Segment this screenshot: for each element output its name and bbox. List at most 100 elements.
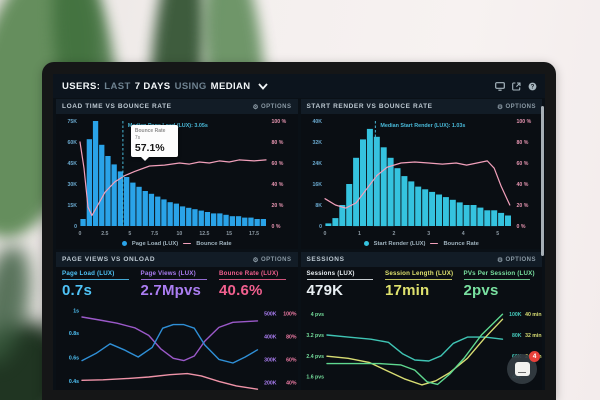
svg-text:20 %: 20 % (516, 203, 528, 209)
panel-start-render-vs-bounce-rate: START RENDER VS BOUNCE RATE ⚙ OPTIONS 40… (300, 99, 543, 249)
metric-label: Page Load (LUX) (62, 270, 115, 277)
svg-text:8K: 8K (315, 203, 322, 209)
svg-text:40 min: 40 min (525, 312, 541, 318)
gear-icon: ⚙ (497, 256, 504, 264)
svg-text:100K: 100K (509, 312, 522, 318)
svg-text:15K: 15K (67, 203, 77, 209)
svg-text:Median Start Render (LUX): 1.0: Median Start Render (LUX): 1.03s (380, 123, 465, 129)
svg-text:4 pvs: 4 pvs (310, 312, 323, 318)
metric-label: Page Views (LUX) (140, 270, 196, 277)
svg-text:0 %: 0 % (272, 224, 281, 230)
title-stat: MEDIAN (210, 80, 251, 92)
svg-text:5: 5 (128, 231, 131, 237)
panel-header: PAGE VIEWS VS ONLOAD ⚙ OPTIONS (56, 252, 298, 267)
svg-text:60K: 60K (67, 140, 77, 146)
svg-text:3: 3 (427, 231, 430, 237)
panel-header: START RENDER VS BOUNCE RATE ⚙ OPTIONS (300, 99, 542, 114)
svg-text:45K: 45K (67, 161, 77, 167)
svg-text:10: 10 (177, 231, 183, 237)
scrollbar[interactable] (541, 106, 544, 256)
svg-text:0.4s: 0.4s (69, 379, 79, 385)
gear-icon: ⚙ (252, 256, 259, 264)
chat-notification-badge: 4 (529, 351, 540, 362)
svg-text:16K: 16K (312, 182, 322, 188)
options-button[interactable]: ⚙ OPTIONS (497, 103, 536, 111)
legend-line-icon (430, 242, 439, 245)
panel-grid: LOAD TIME VS BOUNCE RATE ⚙ OPTIONS Bounc… (53, 98, 545, 390)
svg-text:?: ? (531, 84, 535, 90)
panel-title: LOAD TIME VS BOUNCE RATE (62, 103, 172, 110)
panel-page-views-vs-onload: PAGE VIEWS VS ONLOAD ⚙ OPTIONS Page Load… (56, 252, 298, 390)
metric-row: Sessions (LUX) 479K Session Length (LUX)… (301, 267, 543, 305)
panel-load-time-vs-bounce-rate: LOAD TIME VS BOUNCE RATE ⚙ OPTIONS Bounc… (56, 99, 298, 249)
start-render-chart-plot[interactable]: 40K 32K 24K 16K 8K 0 100 % 80 % 60 % 40 % 20 % 0 % 0… (301, 114, 543, 238)
svg-text:4: 4 (461, 231, 464, 237)
svg-text:1s: 1s (73, 309, 79, 315)
svg-text:3.2 pvs: 3.2 pvs (306, 333, 324, 339)
svg-text:100 %: 100 % (272, 119, 287, 125)
svg-text:2: 2 (392, 231, 395, 237)
title-using: USING (174, 80, 207, 92)
svg-text:0.8s: 0.8s (69, 331, 79, 337)
metric-underline (140, 278, 208, 280)
options-button[interactable]: ⚙ OPTIONS (252, 256, 292, 264)
svg-text:24K: 24K (312, 161, 322, 167)
metric-label: Session Length (LUX) (385, 270, 454, 277)
median-dropdown[interactable]: USERS: LAST 7 DAYS USING MEDIAN (62, 81, 268, 92)
svg-text:7.5: 7.5 (151, 231, 158, 237)
svg-text:0: 0 (323, 231, 326, 237)
svg-text:32K: 32K (312, 140, 322, 146)
metric-page-load: Page Load (LUX) 0.7s (62, 270, 135, 303)
metric-label: Bounce Rate (LUX) (219, 270, 279, 277)
help-icon[interactable]: ? (528, 82, 537, 91)
tooltip-series: Bounce Rate (134, 128, 166, 135)
svg-text:2.4 pvs: 2.4 pvs (306, 354, 324, 360)
svg-text:1.6 pvs: 1.6 pvs (306, 375, 324, 381)
options-button[interactable]: ⚙ OPTIONS (497, 256, 536, 264)
panel-sessions: SESSIONS ⚙ OPTIONS Sessions (LUX) 479K (300, 252, 543, 390)
legend-bars-label: Page Load (LUX) (131, 240, 179, 247)
metric-label: PVs Per Session (LUX) (463, 270, 535, 277)
svg-text:15: 15 (226, 231, 232, 237)
panel-title: PAGE VIEWS VS ONLOAD (62, 256, 156, 263)
svg-text:400K: 400K (264, 334, 277, 340)
sessions-chart-plot[interactable]: 4 pvs 3.2 pvs 2.4 pvs 1.6 pvs 100K 40 min 80K 3… (301, 305, 543, 390)
metric-value: 2pvs (463, 282, 499, 299)
legend-line-label: Bounce Rate (443, 240, 479, 247)
tooltip-value: 57.1% (134, 142, 165, 155)
metric-underline (62, 278, 129, 280)
title-users: USERS: (62, 80, 101, 92)
share-icon[interactable] (512, 81, 521, 91)
svg-text:100 %: 100 % (516, 119, 531, 125)
metric-value: 17min (385, 282, 430, 299)
display-icon[interactable] (495, 81, 505, 91)
dashboard-screen: USERS: LAST 7 DAYS USING MEDIAN (53, 74, 545, 390)
metric-underline (385, 278, 452, 280)
svg-text:0: 0 (74, 224, 77, 230)
page-views-chart-plot[interactable]: 1s 0.8s 0.6s 0.4s 500K 100% 400K 80% 300K 60% 200K… (56, 305, 298, 390)
svg-text:80%: 80% (286, 334, 297, 340)
title-range: 7 DAYS (134, 80, 171, 92)
svg-text:0.6s: 0.6s (69, 355, 79, 361)
load-time-chart-plot[interactable]: Bounce Rate 7s 57.1% 75K 60K 45K 30K 15K 0 100… (56, 114, 298, 238)
svg-text:80 %: 80 % (516, 140, 528, 146)
chart-legend: Start Render (LUX) Bounce Rate (301, 238, 543, 249)
svg-text:0: 0 (79, 231, 82, 237)
metric-underline (306, 278, 374, 280)
svg-text:40 %: 40 % (516, 182, 528, 188)
svg-text:40 %: 40 % (272, 182, 284, 188)
metric-bounce-rate: Bounce Rate (LUX) 40.6% (219, 270, 292, 303)
header-toolbar: ? (495, 81, 537, 91)
svg-text:300K: 300K (264, 358, 277, 364)
options-button[interactable]: ⚙ OPTIONS (252, 103, 292, 111)
chat-widget-button[interactable]: 4 (507, 351, 540, 384)
svg-text:40%: 40% (286, 380, 297, 386)
title-last: LAST (104, 80, 131, 92)
svg-text:60 %: 60 % (272, 161, 284, 167)
svg-text:0: 0 (319, 224, 322, 230)
metric-row: Page Load (LUX) 0.7s Page Views (LUX) 2.… (56, 267, 298, 305)
metric-value: 2.7Mpvs (140, 282, 202, 299)
chevron-down-icon (257, 82, 268, 90)
metric-underline (219, 278, 286, 280)
